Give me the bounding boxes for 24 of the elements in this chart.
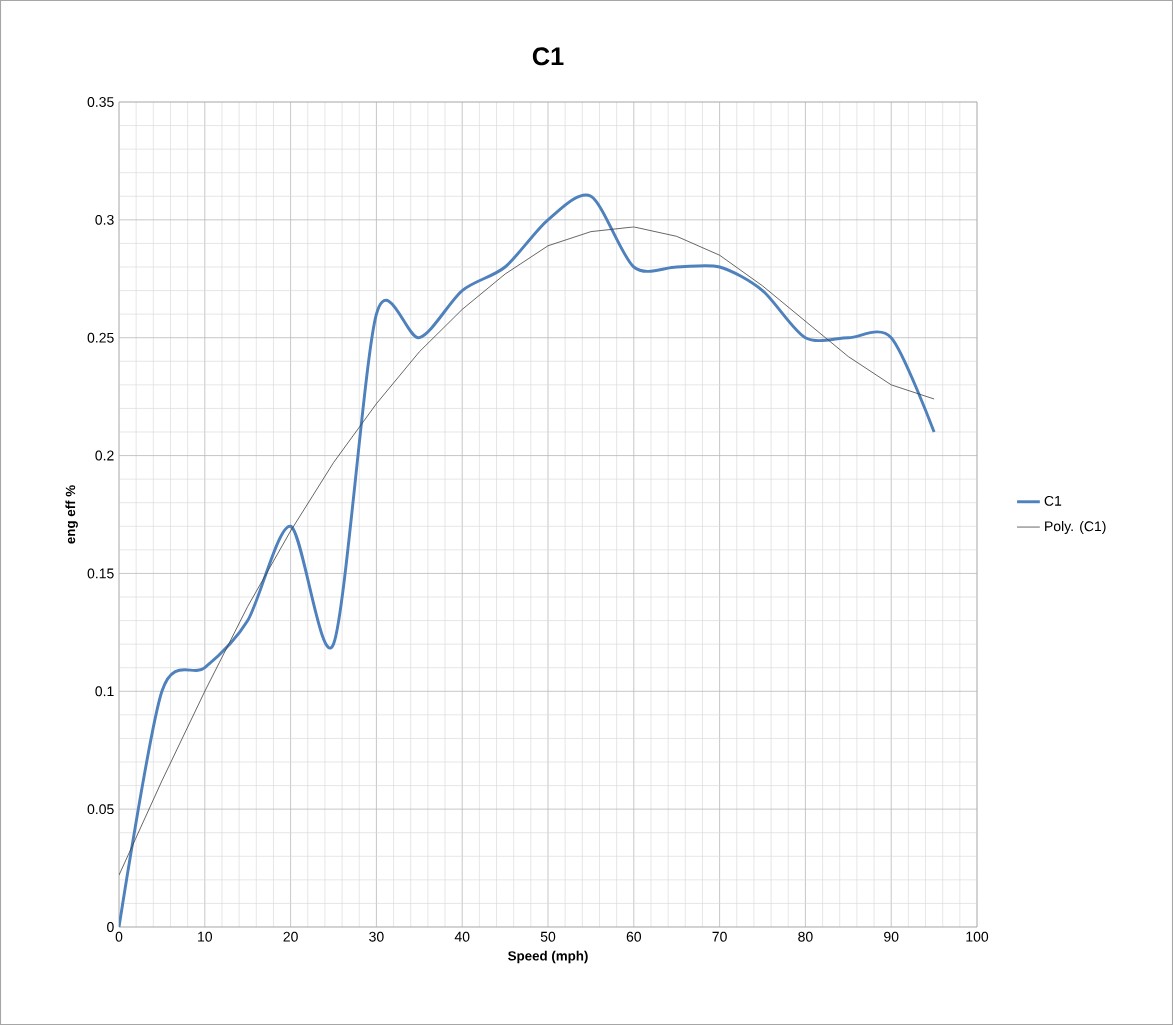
- x-tick-label: 100: [966, 931, 989, 942]
- chart-title: C1: [532, 47, 564, 66]
- x-tick-label: 40: [454, 931, 470, 942]
- y-tick-label: 0.3: [95, 214, 114, 225]
- x-tick-label: 60: [626, 931, 642, 942]
- x-tick-label: 0: [115, 931, 123, 942]
- y-tick-label: 0.05: [87, 804, 114, 815]
- x-tick-label: 50: [540, 931, 556, 942]
- legend-label: C1: [1044, 495, 1062, 506]
- y-tick-label: 0.25: [87, 332, 114, 343]
- x-tick-label: 70: [712, 931, 727, 942]
- x-tick-label: 90: [884, 931, 899, 942]
- legend-label: Poly. (C1): [1045, 520, 1106, 535]
- y-tick-label: 0.15: [87, 568, 114, 579]
- x-axis-title: Speed (mph): [508, 950, 588, 964]
- y-axis-title: eng eff %: [65, 485, 78, 544]
- y-tick-label: 0.1: [95, 686, 114, 697]
- x-tick-label: 20: [283, 931, 298, 942]
- y-tick-label: 0.35: [87, 97, 114, 107]
- y-tick-label: 0.2: [95, 450, 114, 461]
- x-tick-label: 80: [798, 931, 813, 942]
- x-tick-label: 30: [369, 931, 384, 942]
- x-tick-label: 10: [198, 931, 213, 942]
- y-tick-label: 0: [107, 922, 114, 932]
